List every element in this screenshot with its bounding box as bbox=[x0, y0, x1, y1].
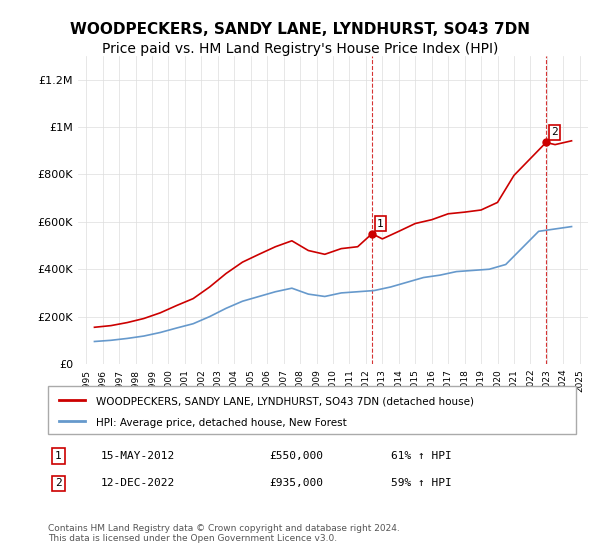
Text: 1: 1 bbox=[55, 451, 62, 461]
Text: 59% ↑ HPI: 59% ↑ HPI bbox=[391, 478, 452, 488]
Text: 15-MAY-2012: 15-MAY-2012 bbox=[101, 451, 175, 461]
Text: £550,000: £550,000 bbox=[270, 451, 324, 461]
Text: 2: 2 bbox=[551, 127, 558, 137]
Text: WOODPECKERS, SANDY LANE, LYNDHURST, SO43 7DN (detached house): WOODPECKERS, SANDY LANE, LYNDHURST, SO43… bbox=[95, 396, 473, 407]
Text: 61% ↑ HPI: 61% ↑ HPI bbox=[391, 451, 452, 461]
Text: £935,000: £935,000 bbox=[270, 478, 324, 488]
Text: Price paid vs. HM Land Registry's House Price Index (HPI): Price paid vs. HM Land Registry's House … bbox=[102, 42, 498, 56]
Text: 12-DEC-2022: 12-DEC-2022 bbox=[101, 478, 175, 488]
FancyBboxPatch shape bbox=[48, 386, 576, 434]
Text: WOODPECKERS, SANDY LANE, LYNDHURST, SO43 7DN: WOODPECKERS, SANDY LANE, LYNDHURST, SO43… bbox=[70, 22, 530, 38]
Text: Contains HM Land Registry data © Crown copyright and database right 2024.
This d: Contains HM Land Registry data © Crown c… bbox=[48, 524, 400, 543]
Text: 2: 2 bbox=[55, 478, 62, 488]
Text: HPI: Average price, detached house, New Forest: HPI: Average price, detached house, New … bbox=[95, 418, 346, 428]
Text: 1: 1 bbox=[377, 218, 383, 228]
